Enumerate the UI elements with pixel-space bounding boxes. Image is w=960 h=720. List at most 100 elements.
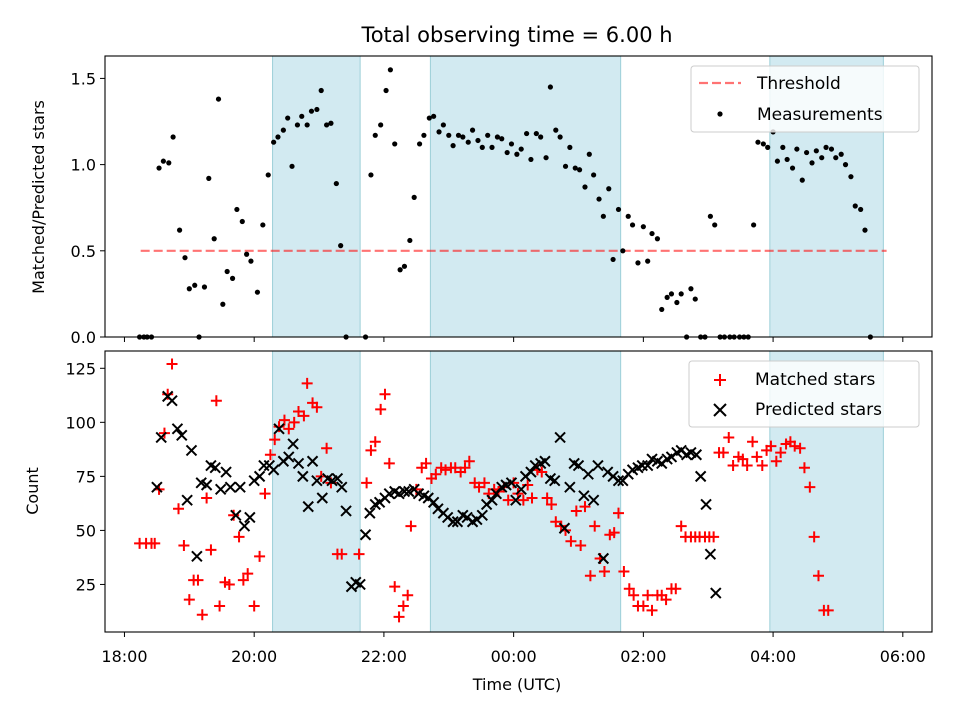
matched-star-point [584, 570, 596, 582]
measurement-point [271, 139, 277, 145]
predicted-star-point [476, 509, 488, 521]
bottom-y-ticks: 25 50 75 100 125 [65, 359, 105, 594]
measurement-point [440, 122, 446, 128]
predicted-star-point [554, 431, 566, 444]
measurement-point [176, 227, 183, 233]
measurement-point [625, 213, 631, 219]
predicted-star-point [398, 485, 411, 498]
measurement-point [640, 224, 646, 230]
legend-threshold-label: Threshold [756, 74, 841, 94]
measurement-point [182, 255, 188, 261]
y-tick-label: 100 [65, 413, 96, 432]
x-axis-label: Time (UTC) [472, 675, 561, 694]
measurement-point [254, 289, 261, 295]
measurement-point [547, 84, 553, 90]
predicted-star-point [539, 455, 551, 467]
bottom-legend: Matched stars Predicted stars [688, 360, 920, 428]
matched-star-point [233, 531, 245, 543]
legend-measurements-label: Measurements [757, 105, 883, 125]
matched-star-point [178, 540, 190, 552]
matched-star-point [192, 574, 204, 586]
predicted-star-point [302, 500, 314, 513]
matched-star-point [173, 503, 185, 515]
top-axes-frame [104, 55, 933, 338]
legend-predicted-swatch [713, 403, 727, 417]
measurement-point [596, 196, 602, 202]
measurement-point [649, 230, 655, 237]
measurement-point [533, 130, 539, 137]
matched-star-point [570, 505, 582, 517]
measurement-point [383, 87, 389, 94]
measurement-point [629, 222, 636, 228]
matched-star-point [405, 520, 417, 532]
measurement-point [224, 268, 230, 275]
matched-star-point [637, 600, 649, 612]
predicted-star-point [510, 494, 522, 506]
matched-star-point [402, 589, 414, 601]
x-tick-label: 06:00 [880, 647, 926, 666]
measurement-point [823, 144, 829, 150]
predicted-stars-points [151, 390, 722, 599]
matched-star-point [463, 455, 475, 467]
matched-star-point [708, 531, 720, 543]
matched-star-point [812, 570, 824, 582]
matched-star-point [798, 462, 810, 474]
measurement-point [234, 206, 240, 213]
y-tick-label: 75 [76, 467, 96, 486]
measurement-point [201, 284, 208, 290]
measurement-point [368, 172, 374, 178]
measurement-point [469, 127, 476, 133]
predicted-star-point [427, 496, 440, 509]
figure-title: Total observing time = 6.00 h [360, 23, 672, 47]
matched-star-point [717, 447, 729, 459]
predicted-star-point [331, 472, 344, 485]
measurement-point [518, 146, 524, 152]
matched-star-point [410, 483, 422, 495]
predicted-star-point [181, 494, 193, 506]
predicted-star-point [364, 507, 376, 519]
matched-star-point [565, 535, 577, 547]
measurement-point [304, 122, 310, 128]
matched-stars-points [134, 358, 834, 623]
measurement-point [248, 258, 254, 264]
measurement-point [397, 267, 403, 273]
measurement-point [848, 174, 854, 180]
x-tick-label: 18:00 [101, 647, 147, 666]
measurement-point [244, 251, 250, 257]
matched-star-point [353, 548, 365, 560]
shaded-interval [429, 55, 622, 338]
measurement-point [610, 256, 616, 263]
measurement-point [557, 134, 563, 140]
predicted-star-point [155, 431, 167, 444]
predicted-star-point [267, 464, 280, 476]
measurement-point [543, 155, 549, 161]
measurement-point [600, 213, 606, 219]
matched-star-point [298, 410, 310, 422]
predicted-star-point [273, 423, 285, 435]
x-tick-label: 22:00 [361, 647, 407, 666]
legend-matched-swatch [714, 374, 726, 386]
legend-predicted-label: Predicted stars [755, 400, 882, 420]
measurement-point [392, 141, 398, 147]
matched-star-point [196, 609, 208, 621]
measurement-point [211, 236, 217, 242]
matched-star-point [575, 540, 587, 552]
matched-star-point [162, 388, 174, 400]
measurement-point [431, 113, 437, 119]
measurement-point [411, 194, 417, 200]
matched-star-point [248, 600, 260, 612]
matched-star-point [751, 451, 763, 463]
y-tick-label: 50 [76, 521, 96, 540]
measurement-point [582, 184, 588, 190]
matched-star-point [389, 581, 401, 593]
measurement-point [760, 141, 766, 147]
measurement-point [308, 108, 315, 114]
measurement-point [524, 130, 530, 137]
matched-star-point [183, 594, 195, 606]
top-legend-box [690, 65, 920, 133]
measurement-point [819, 155, 825, 161]
measurement-point [688, 286, 694, 292]
matched-star-point [459, 462, 471, 474]
top-legend: Threshold Measurements [690, 65, 920, 133]
matched-star-point [242, 568, 254, 580]
